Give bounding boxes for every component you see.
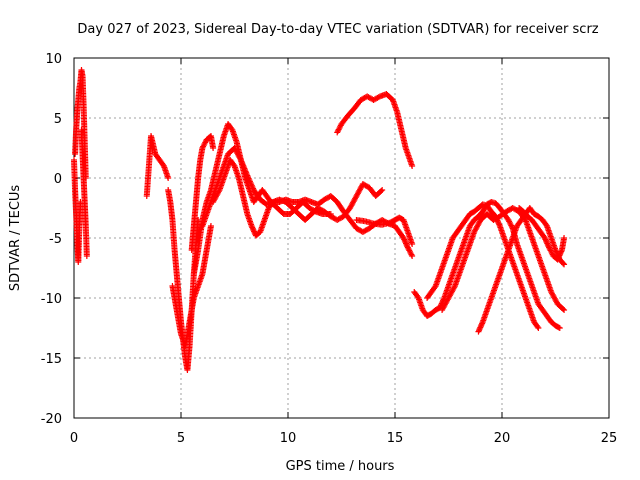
data-point — [403, 241, 410, 248]
grid-lines — [74, 58, 609, 418]
data-point — [545, 243, 552, 250]
data-point — [542, 236, 549, 243]
series-arc-14 — [424, 201, 542, 331]
data-point — [409, 163, 416, 169]
series-arc-6 — [169, 223, 214, 349]
data-point — [414, 293, 421, 300]
x-tick-label: 15 — [387, 431, 404, 446]
data-point — [557, 249, 564, 256]
data-point — [379, 187, 386, 193]
y-tick-label: 10 — [45, 52, 62, 67]
data-point — [544, 240, 551, 247]
data-point — [451, 284, 458, 291]
axis-ticks: 0 5 10 15 20 25 -20 -15 -10 -5 0 5 10 — [41, 52, 618, 446]
series-arc-9 — [199, 145, 386, 229]
data-point — [409, 241, 416, 247]
data-point — [378, 188, 385, 194]
data-point — [248, 223, 255, 229]
series-arc-16 — [475, 205, 568, 335]
chart-title: Day 027 of 2023, Sidereal Day-to-day VTE… — [77, 22, 598, 37]
data-point — [401, 237, 408, 244]
data-point — [541, 235, 548, 241]
data-point — [476, 325, 483, 332]
data-point — [496, 221, 503, 228]
data-point — [409, 253, 416, 259]
data-point — [555, 253, 562, 260]
data-point — [237, 155, 244, 162]
data-point — [554, 256, 561, 263]
y-tick-label: 5 — [54, 112, 62, 127]
data-point — [558, 248, 565, 255]
data-point — [401, 236, 408, 243]
x-tick-label: 10 — [280, 431, 297, 446]
data-point — [160, 161, 167, 168]
data-point — [557, 251, 564, 258]
data-point — [251, 228, 258, 235]
series-arc-11 — [334, 91, 416, 169]
series-arc-17 — [516, 205, 568, 263]
data-point — [543, 237, 550, 244]
data-point — [210, 145, 217, 151]
series-arc-10 — [210, 157, 416, 259]
data-point — [543, 221, 550, 228]
data-point — [475, 328, 482, 335]
data-point — [403, 240, 410, 247]
data-point — [559, 306, 566, 312]
data-point — [495, 220, 502, 227]
y-tick-label: -10 — [41, 292, 62, 307]
series-arc-12 — [353, 214, 416, 247]
x-tick-label: 0 — [70, 431, 78, 446]
data-point — [230, 161, 237, 168]
data-point — [83, 253, 90, 259]
data-point — [555, 255, 562, 262]
data-point — [478, 321, 485, 328]
data-point — [249, 225, 256, 232]
y-tick-label: 0 — [54, 172, 62, 187]
data-point — [165, 175, 172, 181]
y-tick-label: -5 — [49, 232, 62, 247]
data-point — [249, 224, 256, 231]
data-point — [402, 239, 409, 246]
data-point — [477, 324, 484, 331]
series-arc-7 — [188, 133, 217, 253]
data-point — [561, 235, 568, 241]
data-point — [404, 243, 411, 250]
y-tick-label: -15 — [41, 352, 62, 367]
data-point — [431, 284, 438, 291]
data-point — [215, 188, 222, 195]
data-point — [534, 323, 541, 330]
data-point — [477, 323, 484, 330]
data-point — [561, 261, 568, 268]
data-point — [476, 327, 483, 334]
data-point — [535, 325, 542, 331]
data-point — [556, 252, 563, 259]
data-point — [561, 307, 568, 313]
x-tick-label: 20 — [494, 431, 511, 446]
data-point — [556, 325, 563, 331]
x-axis-label: GPS time / hours — [286, 459, 395, 474]
data-point — [543, 239, 550, 246]
data-point — [228, 125, 235, 132]
y-tick-label: -20 — [41, 412, 62, 427]
data-point — [250, 227, 257, 234]
data-point — [479, 320, 486, 327]
data-point — [207, 223, 214, 229]
x-tick-label: 5 — [177, 431, 185, 446]
series-arc-1 — [71, 157, 84, 265]
series-arc-4 — [143, 133, 172, 199]
series-arc-3 — [78, 127, 90, 259]
y-axis-label: SDTVAR / TECUs — [8, 185, 23, 292]
data-points — [71, 67, 568, 373]
data-point — [544, 241, 551, 248]
data-point — [560, 260, 567, 267]
x-tick-label: 25 — [601, 431, 618, 446]
data-point — [400, 235, 407, 241]
